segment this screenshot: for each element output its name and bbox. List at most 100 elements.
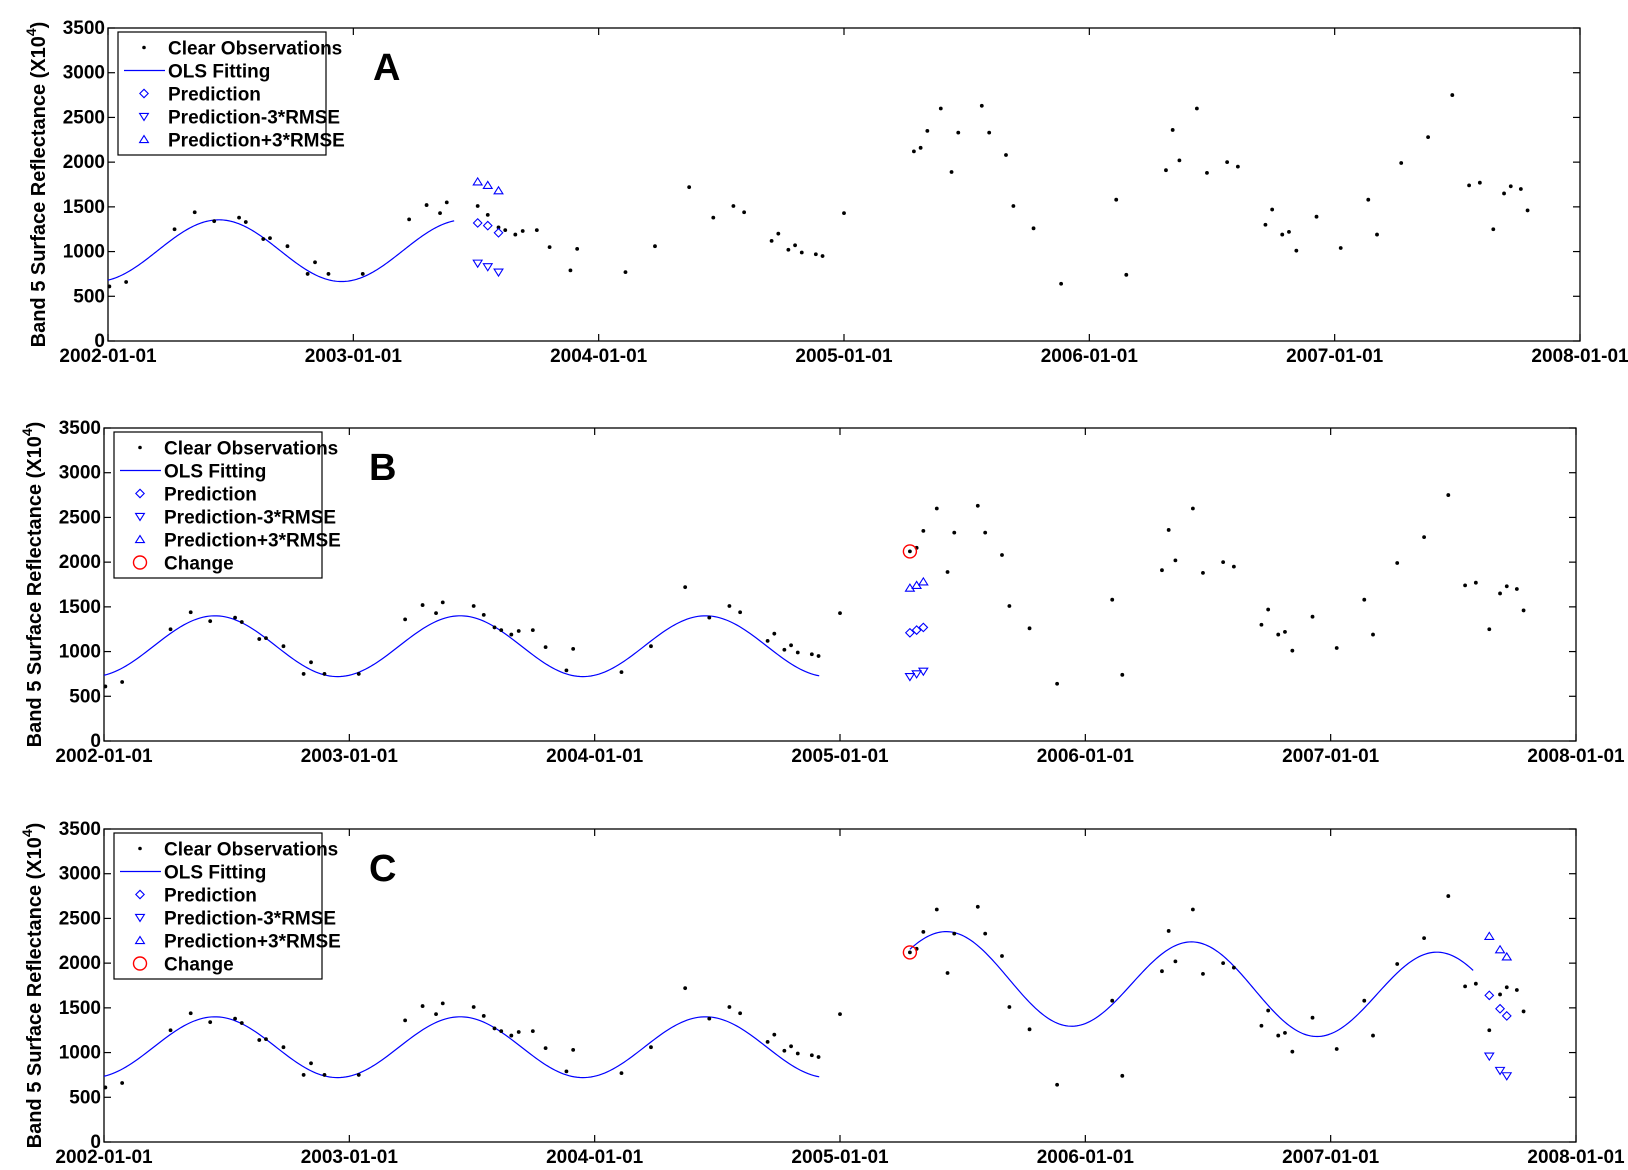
observation-point [921, 528, 926, 533]
observation-point [1283, 1030, 1287, 1035]
legend-label: OLS Fitting [164, 462, 266, 483]
observation-point [918, 145, 923, 150]
x-tick-label: 2002-01-01 [59, 346, 157, 367]
observation-point [1166, 929, 1171, 933]
y-tick-label: 3000 [59, 463, 101, 484]
observation-point [243, 220, 248, 224]
observation-point [172, 227, 177, 232]
observation-point [1487, 627, 1492, 632]
observation-point [499, 1029, 504, 1034]
observation-point [188, 1011, 193, 1016]
observation-point [1201, 971, 1205, 976]
observation-point [1110, 597, 1115, 602]
observation-point [1366, 197, 1371, 202]
legend-label: Prediction-3*RMSE [164, 508, 336, 529]
observation-point [326, 272, 331, 276]
observation-point [420, 603, 425, 607]
observation-point [1473, 580, 1478, 585]
prediction-minus-marker [911, 670, 923, 679]
observation-point [309, 660, 313, 665]
y-axis-label: Band 5 Surface Reflectance (X104) [23, 22, 50, 348]
observation-point [516, 1030, 521, 1034]
ols-fit-line [107, 219, 455, 283]
observation-point [765, 1039, 770, 1044]
observation-point [1164, 168, 1168, 173]
observation-point [543, 1046, 548, 1050]
observation-point [1395, 561, 1400, 565]
observation-point [1463, 583, 1467, 588]
y-tick-label: 0 [90, 731, 101, 752]
observation-point [1280, 232, 1285, 237]
plot-area [103, 427, 1577, 742]
y-axis-label-close: ) [24, 823, 46, 830]
observation-point [949, 170, 954, 174]
observation-point [1422, 936, 1426, 941]
x-tick-label: 2003-01-01 [305, 346, 403, 367]
prediction-plus-marker [493, 185, 504, 195]
y-tick-label: 2000 [59, 953, 101, 974]
observation-point [987, 130, 992, 135]
observation-point [1508, 184, 1513, 189]
observation-point [1521, 608, 1526, 613]
observation-point [1450, 93, 1455, 97]
observation-point [1266, 1008, 1271, 1013]
observation-point [1467, 183, 1471, 188]
observation-point [103, 684, 108, 689]
observation-point [1231, 965, 1236, 970]
observation-point [1004, 153, 1008, 157]
y-axis-label-close: ) [28, 22, 50, 29]
legend-observation-symbol [142, 45, 146, 50]
observation-point [1235, 164, 1240, 169]
observation-point [809, 1053, 814, 1058]
change-marker [902, 544, 918, 559]
observation-point [1259, 622, 1264, 627]
observation-point [908, 549, 912, 554]
observation-point [1498, 591, 1502, 596]
observation-point [727, 604, 732, 608]
observation-point [952, 530, 957, 535]
y-tick-label: 2000 [63, 152, 105, 173]
observation-point [257, 1038, 262, 1042]
legend-observation-symbol [138, 445, 142, 450]
observation-point [799, 250, 804, 255]
observation-point [1487, 1028, 1492, 1033]
observation-point [1502, 191, 1506, 196]
x-tick-label: 2006-01-01 [1037, 746, 1135, 767]
legend-label: Prediction+3*RMSE [168, 131, 345, 152]
legend-prediction-symbol [139, 88, 149, 99]
prediction-plus-marker [1501, 951, 1513, 961]
legend-prediction-minus-symbol [134, 512, 146, 522]
observation-point [1160, 568, 1164, 573]
prediction-marker [911, 625, 922, 636]
observation-point [938, 106, 943, 111]
observation-point [711, 215, 716, 220]
prediction-minus-marker [493, 268, 504, 278]
x-tick-label: 2002-01-01 [55, 1147, 153, 1168]
y-tick-label: 500 [73, 286, 105, 307]
observation-point [945, 971, 950, 975]
observation-point [945, 570, 950, 574]
observation-point [934, 907, 939, 912]
observation-point [1371, 1033, 1375, 1038]
observation-point [1270, 207, 1275, 212]
observation-point [301, 1073, 306, 1077]
observation-point [192, 210, 197, 215]
observation-point [1205, 170, 1209, 175]
observation-point [1166, 528, 1171, 532]
observation-point [239, 1021, 244, 1025]
observation-point [1375, 232, 1379, 237]
observation-point [776, 231, 781, 236]
observation-point [571, 1047, 576, 1052]
y-axis-label-exponent: 4 [19, 829, 35, 837]
legend-label: Prediction+3*RMSE [164, 932, 341, 953]
observation-point [649, 1045, 653, 1050]
legend-label: Clear Observations [164, 840, 338, 861]
observation-point [212, 219, 217, 224]
observation-point [1362, 597, 1367, 602]
observation-point [168, 627, 173, 632]
prediction-marker [482, 220, 493, 231]
observation-point [1491, 227, 1496, 232]
y-tick-label: 1000 [59, 642, 101, 663]
observation-point [838, 1012, 842, 1017]
